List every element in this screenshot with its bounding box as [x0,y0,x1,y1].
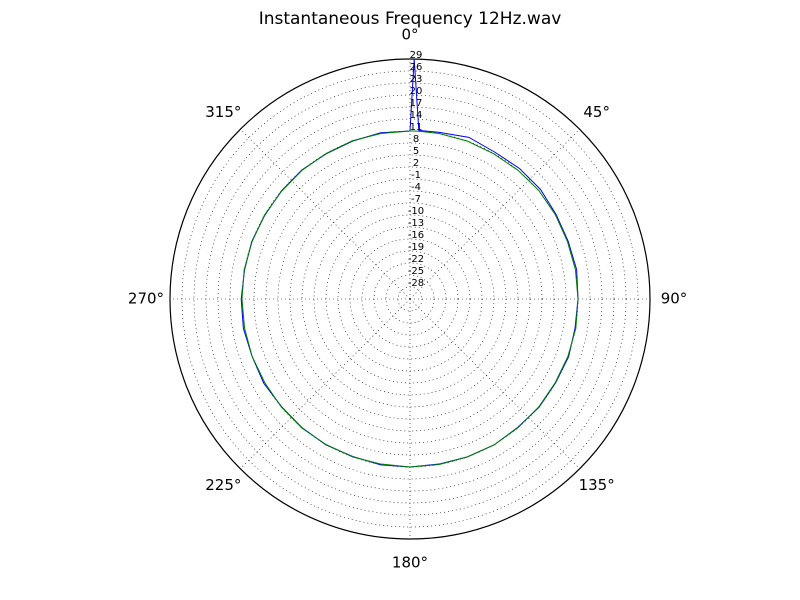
grid-spoke [240,298,411,469]
theta-tick-label: 315° [205,103,241,121]
grid-circle [253,142,567,456]
theta-tick-label: 45° [583,103,610,121]
grid-circle [337,226,483,372]
theta-tick-label: 0° [401,26,418,44]
r-tick-label: 20 [410,86,423,97]
outer-frame [169,58,651,540]
grid-spoke [240,129,411,300]
series-line [241,130,579,468]
grid-spoke [409,129,580,300]
r-tick-label: -22 [408,254,424,265]
r-tick-label: 29 [410,50,423,61]
theta-tick-label: 270° [128,290,164,308]
grid-circle [181,70,639,528]
r-tick-label: -4 [411,182,421,193]
r-tick-label: 5 [413,146,419,157]
r-tick-label: -28 [408,278,424,289]
grid-circle [193,82,627,516]
theta-tick-label: 180° [392,554,428,572]
grid-circle [229,118,591,480]
r-tick-label: 8 [413,134,419,145]
theta-tick-label: 225° [205,476,241,494]
grid-circle [373,262,447,336]
theta-tick-label: 90° [661,290,688,308]
theta-tick-label: 135° [579,476,615,494]
r-tick-label: -19 [408,242,424,253]
r-tick-label: 14 [410,110,423,121]
grid-circle [325,214,495,384]
grid-circle [361,250,459,348]
chart-title: Instantaneous Frequency 12Hz.wav [259,9,562,29]
r-tick-label: -1 [411,170,421,181]
grid-circle [397,286,423,312]
grid-circle [217,106,603,492]
grid-circle [349,238,471,360]
grid-circle [289,178,531,420]
r-tick-label: 23 [410,74,423,85]
grid-circle [313,202,507,396]
r-tick-label: 2 [413,158,419,169]
grid-circle [265,154,555,444]
r-tick-label: -10 [408,206,424,217]
r-tick-label: -7 [411,194,421,205]
grid-spoke [409,298,580,469]
r-tick-label: -13 [408,218,424,229]
r-tick-label: 26 [410,62,423,73]
grid-circle [301,190,519,408]
r-tick-label: -25 [408,266,424,277]
grid-circle [205,94,615,504]
r-tick-label: -16 [408,230,424,241]
r-tick-label: 11 [410,122,423,133]
grid-circle [277,166,543,432]
r-tick-label: 17 [410,98,423,109]
grid-circle [385,274,435,324]
